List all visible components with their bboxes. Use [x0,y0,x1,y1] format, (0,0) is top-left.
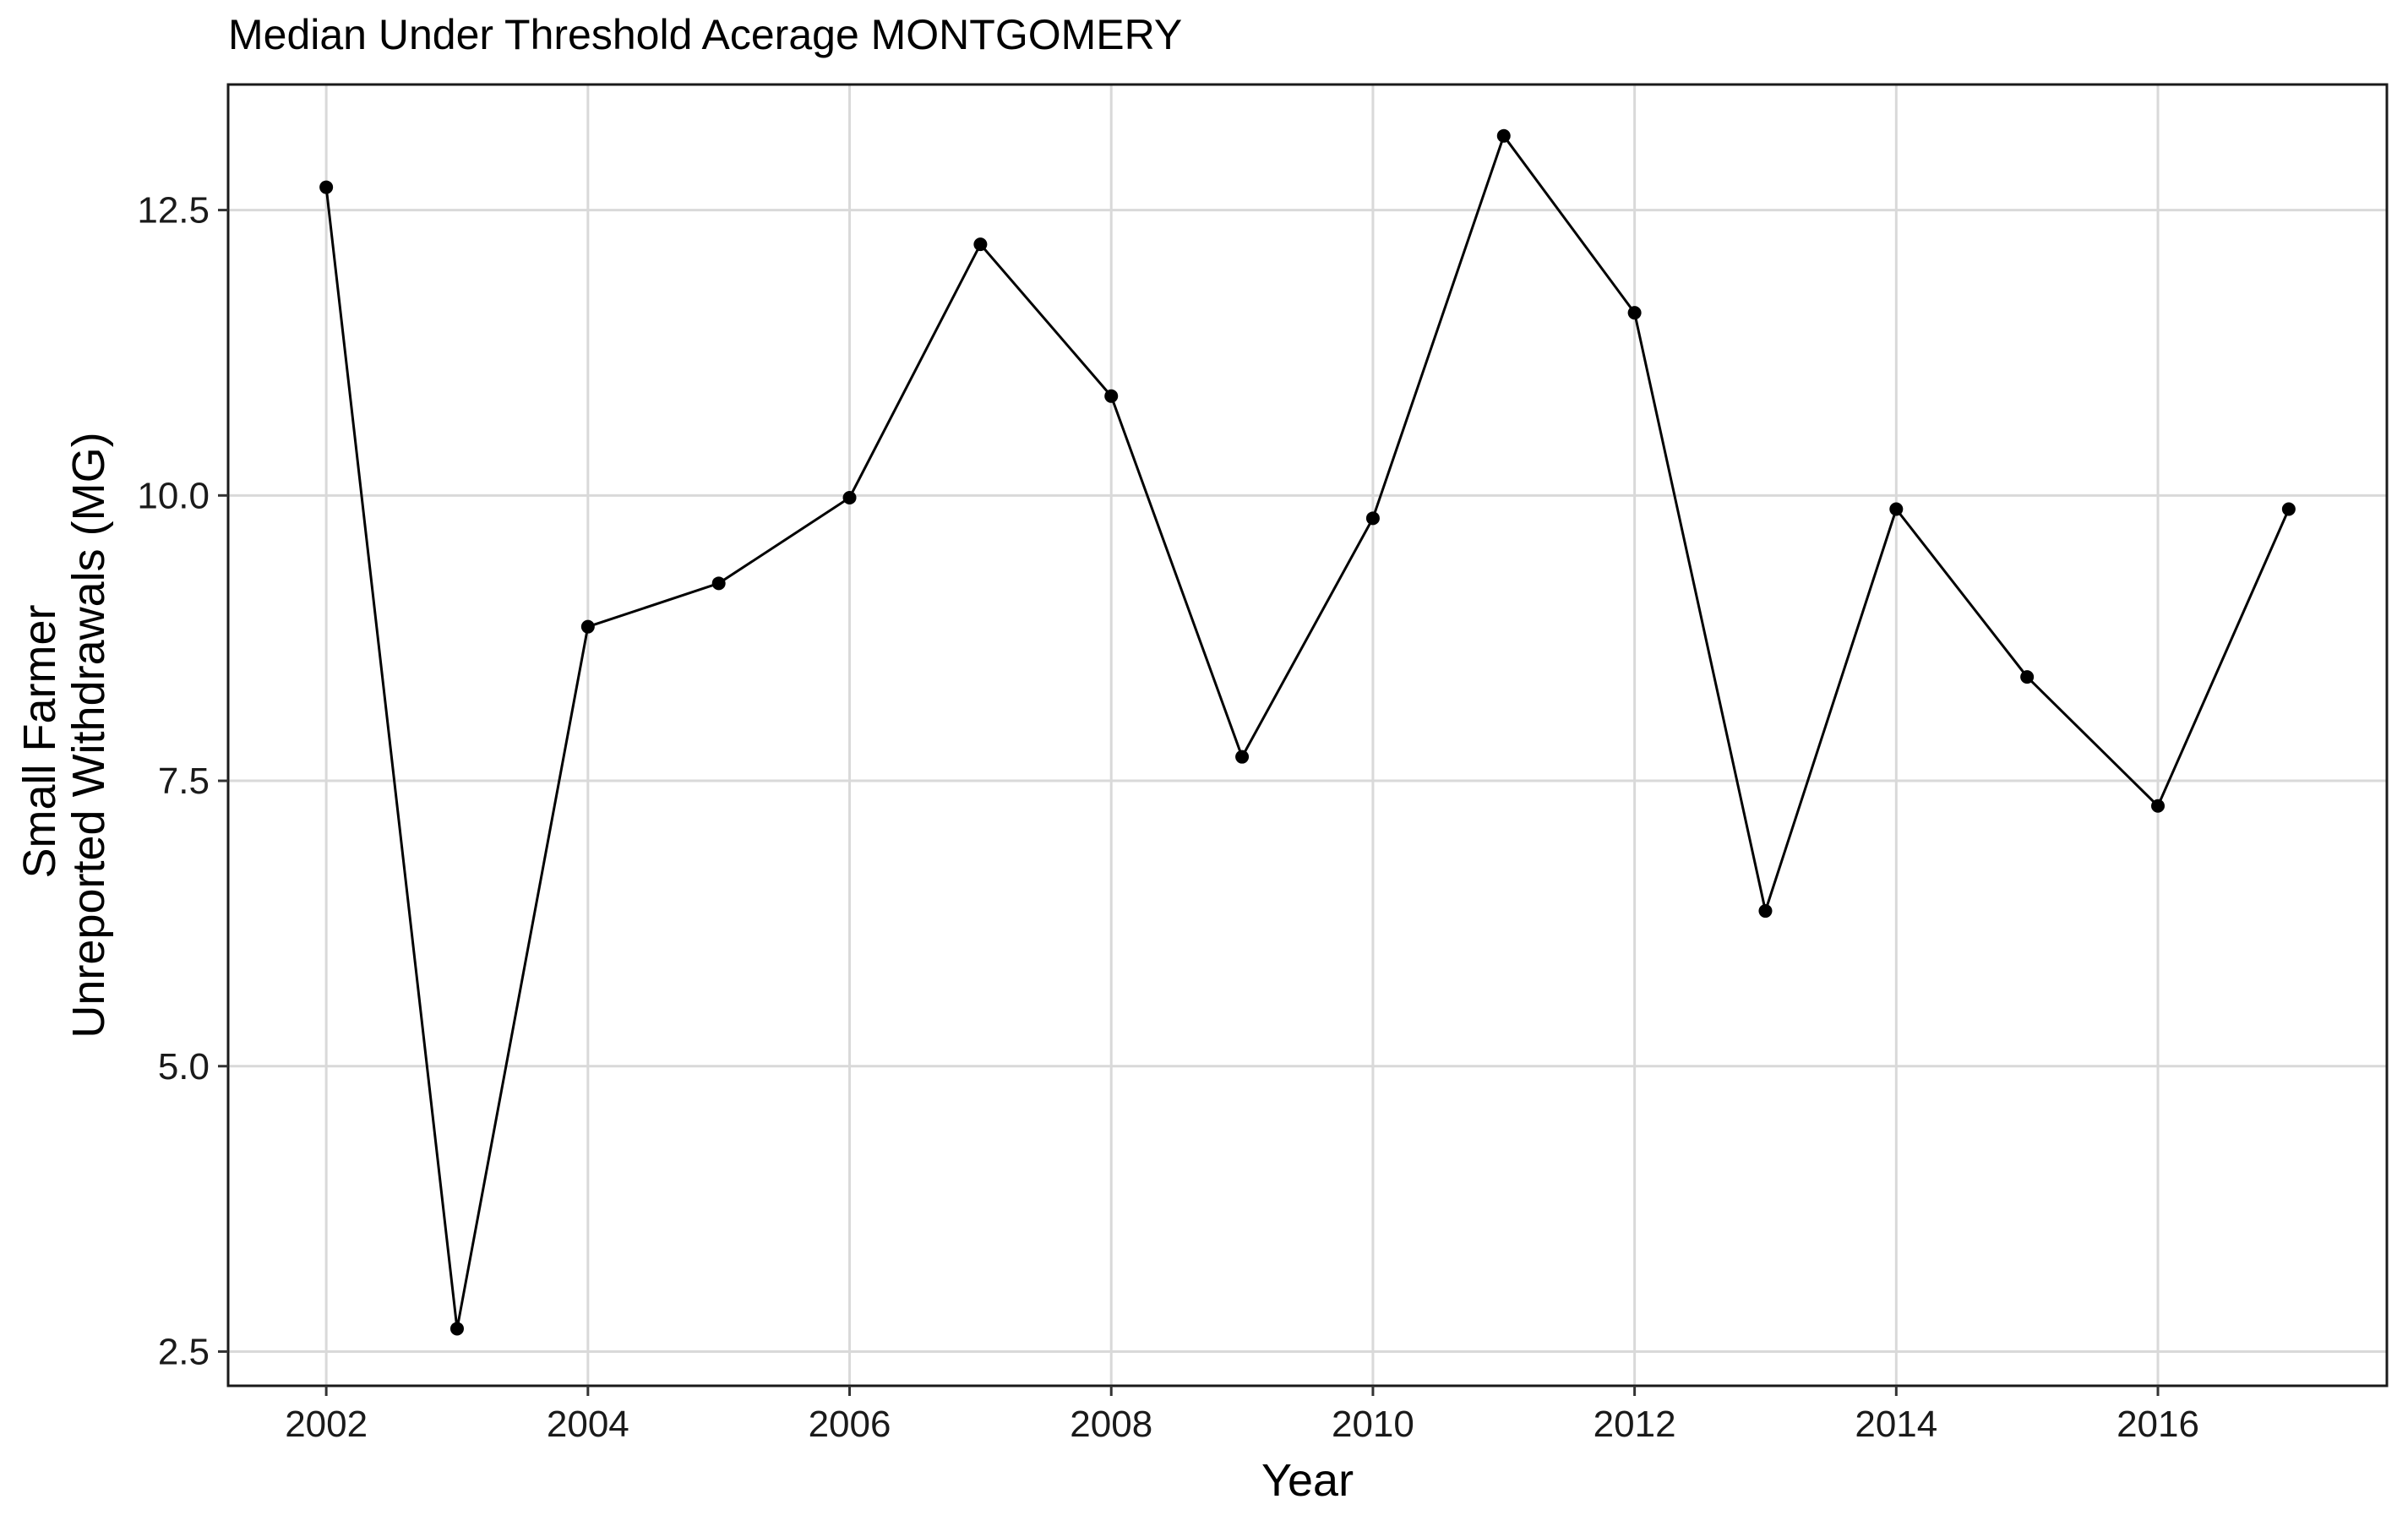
data-point [1496,128,1511,143]
data-point [1235,750,1250,764]
x-tick-label: 2006 [809,1404,891,1445]
data-point [2281,502,2296,516]
series-line [324,133,2291,1329]
y-tick-label: 7.5 [158,760,210,802]
data-point [973,237,988,252]
data-point [580,619,595,634]
axes: 2.5 5.0 7.5 10.0 12.5 2002 2004 2006 2008 2010 201… [137,190,2199,1445]
y-tick-label: 5.0 [158,1046,210,1088]
series-line-group [324,133,2291,1329]
x-tick-label: 2002 [285,1404,368,1445]
y-tick-label: 2.5 [158,1331,210,1372]
plot-panel [226,83,2389,1387]
data-point [842,491,857,505]
y-tick-label: 10.0 [137,475,210,516]
data-point [1627,306,1642,320]
data-point [1104,389,1119,403]
x-tick-label: 2014 [1855,1404,1937,1445]
x-tick-label: 2012 [1594,1404,1676,1445]
y-tick-label: 12.5 [137,190,210,232]
grid-lines [228,84,2387,1386]
data-point [1889,502,1904,516]
y-axis-title-line-1: Small Farmer [14,604,65,878]
data-point [2020,670,2035,684]
data-points [319,128,2296,1336]
data-point [319,180,334,194]
x-tick-label: 2016 [2117,1404,2199,1445]
x-tick-label: 2004 [547,1404,629,1445]
y-axis-title: Small Farmer Unreported Withdrawals (MG) [14,432,114,1038]
data-point [1365,511,1380,526]
x-tick-label: 2010 [1332,1404,1414,1445]
data-point [449,1322,464,1336]
x-tick-label: 2008 [1070,1404,1152,1445]
data-point [1758,904,1773,919]
data-point [2151,799,2166,813]
data-point [711,576,726,591]
chart-title: Median Under Threshold Acerage MONTGOMER… [228,11,1182,58]
x-axis-title: Year [1261,1455,1354,1506]
y-axis-title-line-2: Unreported Withdrawals (MG) [63,432,114,1038]
